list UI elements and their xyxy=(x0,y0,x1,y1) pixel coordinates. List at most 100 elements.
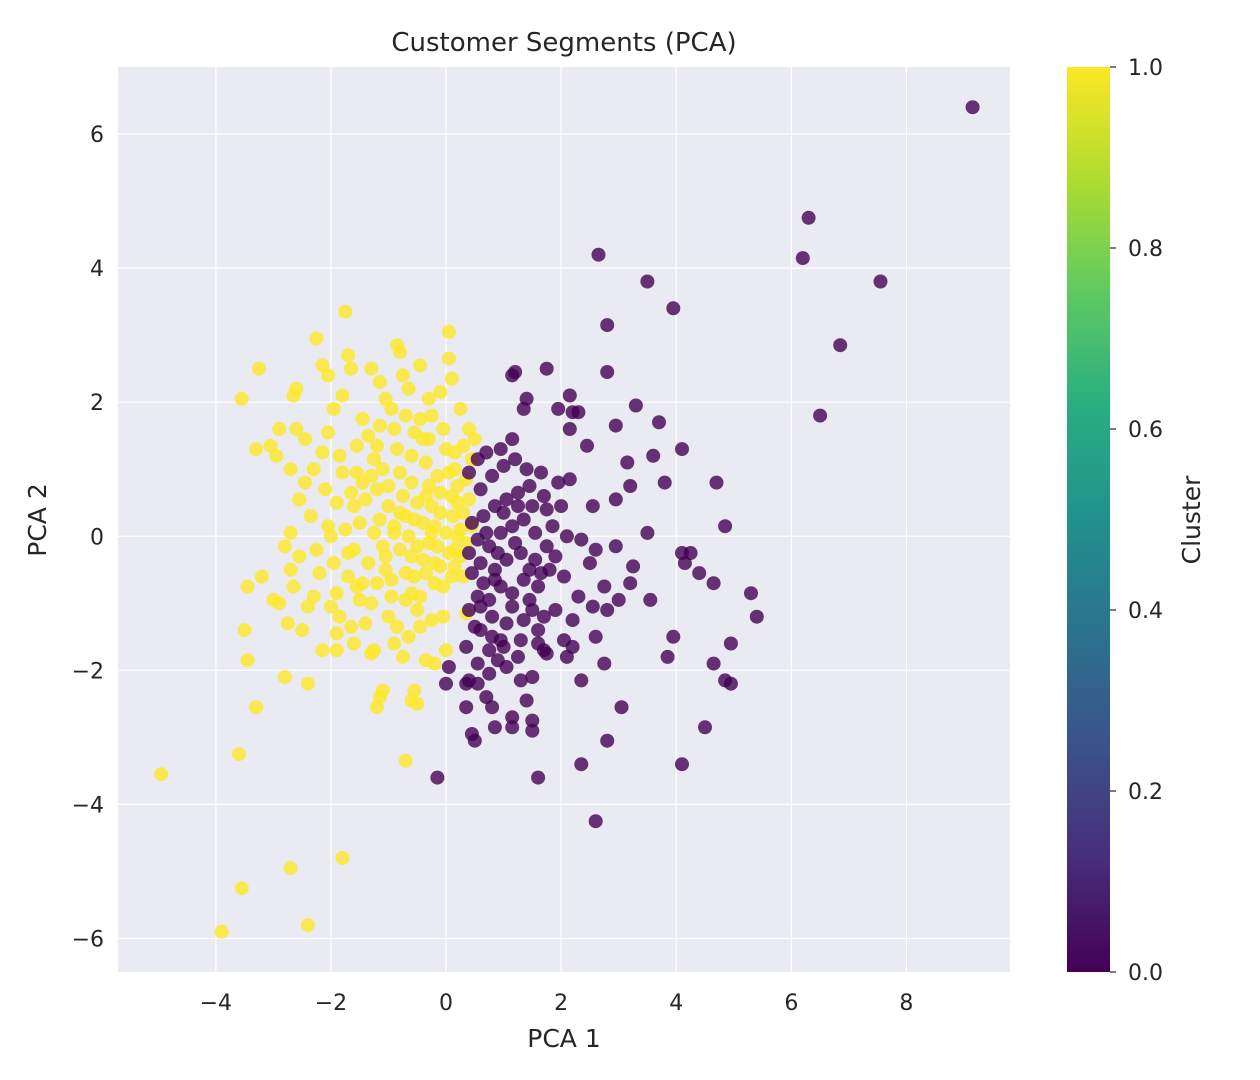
data-point-cluster-0 xyxy=(476,509,491,524)
data-point-cluster-0 xyxy=(554,499,569,514)
data-point-cluster-1 xyxy=(249,442,264,457)
data-point-cluster-1 xyxy=(430,468,445,483)
data-point-cluster-1 xyxy=(283,562,298,577)
data-point-cluster-0 xyxy=(519,462,534,477)
data-point-cluster-1 xyxy=(433,505,448,520)
data-point-cluster-1 xyxy=(418,566,433,581)
data-point-cluster-1 xyxy=(421,391,436,406)
data-point-cluster-0 xyxy=(534,566,548,581)
data-point-cluster-0 xyxy=(608,418,623,433)
data-point-cluster-0 xyxy=(833,338,848,353)
data-point-cluster-0 xyxy=(588,629,603,644)
data-point-cluster-1 xyxy=(421,432,436,447)
x-tick-label: 0 xyxy=(439,991,453,1016)
data-point-cluster-1 xyxy=(390,619,405,634)
data-point-cluster-1 xyxy=(378,549,393,564)
data-point-cluster-0 xyxy=(522,562,537,577)
data-point-cluster-0 xyxy=(459,639,474,654)
chart-title: Customer Segments (PCA) xyxy=(391,28,736,58)
data-point-cluster-1 xyxy=(344,485,359,500)
data-point-cluster-1 xyxy=(441,351,456,366)
data-point-cluster-1 xyxy=(298,475,312,490)
data-point-cluster-1 xyxy=(361,428,376,443)
data-point-cluster-0 xyxy=(813,408,828,423)
data-point-cluster-0 xyxy=(551,401,566,416)
x-tick-label: −2 xyxy=(315,991,347,1016)
data-point-cluster-1 xyxy=(418,489,433,503)
data-point-cluster-0 xyxy=(464,566,479,581)
data-point-cluster-1 xyxy=(404,693,419,708)
data-point-cluster-0 xyxy=(677,556,692,571)
data-point-cluster-0 xyxy=(496,505,511,520)
data-point-cluster-0 xyxy=(467,619,482,634)
data-point-cluster-0 xyxy=(496,458,511,473)
data-point-cluster-0 xyxy=(873,274,888,289)
data-point-cluster-1 xyxy=(231,747,246,762)
data-point-cluster-0 xyxy=(666,301,681,316)
data-point-cluster-1 xyxy=(237,623,252,638)
data-point-cluster-0 xyxy=(548,603,563,617)
data-point-cluster-0 xyxy=(562,422,577,436)
data-point-cluster-0 xyxy=(565,613,580,628)
data-point-cluster-1 xyxy=(234,881,249,896)
data-point-cluster-1 xyxy=(352,592,367,607)
data-point-cluster-0 xyxy=(487,720,502,735)
data-point-cluster-1 xyxy=(358,492,373,507)
data-point-cluster-1 xyxy=(346,499,361,514)
data-point-cluster-1 xyxy=(312,566,327,581)
x-axis-ticks: −4 −2 0 2 4 6 8 xyxy=(200,991,914,1016)
data-point-cluster-0 xyxy=(718,519,733,534)
data-point-cluster-0 xyxy=(499,660,514,674)
x-tick-label: −4 xyxy=(200,991,232,1016)
data-point-cluster-1 xyxy=(292,492,307,507)
y-tick-label: −2 xyxy=(72,659,104,684)
data-point-cluster-1 xyxy=(364,596,379,611)
data-point-cluster-1 xyxy=(441,465,456,480)
data-point-cluster-0 xyxy=(479,690,494,705)
data-point-cluster-0 xyxy=(580,438,594,453)
data-point-cluster-1 xyxy=(401,629,416,644)
data-point-cluster-1 xyxy=(254,569,269,584)
data-point-cluster-0 xyxy=(441,660,456,674)
data-point-cluster-1 xyxy=(387,525,402,540)
data-point-cluster-1 xyxy=(395,368,410,383)
data-point-cluster-1 xyxy=(390,442,405,457)
data-point-cluster-0 xyxy=(508,452,523,467)
data-point-cluster-0 xyxy=(516,613,531,628)
data-point-cluster-1 xyxy=(378,391,393,406)
data-point-cluster-0 xyxy=(588,542,603,557)
data-point-cluster-1 xyxy=(154,767,169,782)
data-point-cluster-0 xyxy=(539,539,554,554)
data-point-cluster-0 xyxy=(608,539,623,554)
data-point-cluster-0 xyxy=(487,562,502,577)
data-point-cluster-1 xyxy=(344,619,359,634)
data-point-cluster-1 xyxy=(404,586,419,601)
data-point-cluster-0 xyxy=(706,656,721,671)
data-point-cluster-1 xyxy=(393,344,407,359)
data-point-cluster-1 xyxy=(309,542,324,557)
data-point-cluster-0 xyxy=(525,713,540,728)
data-point-cluster-1 xyxy=(349,438,364,453)
data-point-cluster-1 xyxy=(300,599,315,614)
data-point-cluster-1 xyxy=(407,512,422,527)
data-point-cluster-0 xyxy=(473,482,488,497)
data-point-cluster-0 xyxy=(640,525,655,540)
data-point-cluster-0 xyxy=(430,770,445,785)
data-point-cluster-0 xyxy=(482,666,497,681)
data-point-cluster-0 xyxy=(534,465,548,480)
data-point-cluster-0 xyxy=(511,499,525,514)
colorbar-tick-label: 0.8 xyxy=(1128,237,1163,262)
data-point-cluster-0 xyxy=(626,559,641,574)
data-point-cluster-0 xyxy=(528,525,543,540)
data-point-cluster-1 xyxy=(283,525,298,540)
data-point-cluster-1 xyxy=(346,542,361,557)
x-tick-label: 2 xyxy=(554,991,568,1016)
data-point-cluster-0 xyxy=(588,814,603,829)
data-point-cluster-0 xyxy=(439,676,453,691)
data-point-cluster-1 xyxy=(401,381,416,396)
data-point-cluster-0 xyxy=(646,448,661,463)
data-point-cluster-1 xyxy=(318,482,333,497)
scatter-points xyxy=(154,100,980,939)
data-point-cluster-1 xyxy=(398,408,413,423)
colorbar xyxy=(1067,67,1110,972)
